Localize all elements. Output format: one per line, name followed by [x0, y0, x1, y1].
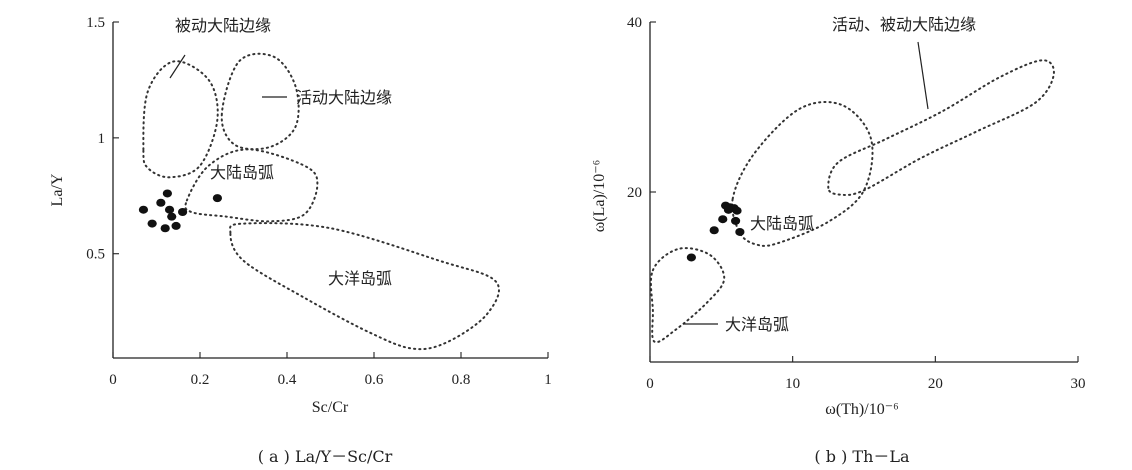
chart-a-point-6 [147, 219, 157, 228]
chart-a-xtick-label-4: 0.8 [452, 372, 471, 388]
chart-b-x-label: ω(Th)/10⁻⁶ [825, 401, 898, 418]
chart-b-xtick-label-3: 30 [1071, 376, 1086, 392]
chart-a-point-2 [162, 189, 172, 198]
chart-a-point-3 [164, 205, 175, 214]
chart-b-region-0 [827, 59, 1055, 197]
chart-a-annotation-continental-arc: 大陆岛弧 [210, 163, 274, 182]
chart-a-region-3 [229, 222, 500, 351]
chart-a-ticks: 0 0.2 0.4 0.6 0.8 1 0.5 1 1.5 [86, 15, 552, 388]
chart-b-region-2 [649, 247, 726, 344]
chart-a-ytick-label-0: 0.5 [86, 247, 105, 263]
chart-a-point-9 [212, 194, 222, 203]
chart-a-x-label: Sc/Cr [312, 399, 349, 416]
chart-a-ytick-label-2: 1.5 [86, 15, 105, 31]
chart-b-annotation-margins: 活动、被动大陆边缘 [832, 15, 976, 34]
chart-b-annotation-continental-arc: 大陆岛弧 [750, 214, 814, 233]
chart-a-annotation-active-margin: 活动大陆边缘 [296, 88, 392, 107]
chart-b-ticks: 0 10 20 30 20 40 [627, 15, 1086, 392]
chart-a-passive-margin-leader [169, 54, 186, 79]
chart-a-point-5 [178, 208, 188, 217]
chart-b-xtick-label-0: 0 [646, 376, 654, 392]
chart-a-region-2 [184, 148, 319, 223]
chart-b-point-5 [718, 215, 728, 224]
chart-a-point-7 [160, 224, 170, 233]
chart-b-points [686, 201, 745, 262]
chart-b: 0 10 20 30 20 40 ω(Th)/10⁻⁶ ω(La)/10⁻⁶ 活动、被动大… [591, 15, 1086, 466]
chart-a: 0 0.2 0.4 0.6 0.8 10.511.5 Sc/Cr La/Y 被动大陆边缘 … [49, 15, 552, 466]
chart-b-y-label: ω(La)/10⁻⁶ [591, 160, 608, 233]
chart-b-point-4 [732, 206, 742, 215]
chart-b-point-7 [709, 226, 719, 235]
chart-a-xtick-label-0: 0 [109, 372, 117, 388]
chart-a-region-0 [142, 60, 219, 179]
chart-b-ytick-label-1: 40 [627, 15, 642, 31]
chart-b-regions [649, 59, 1055, 344]
chart-a-point-8 [171, 221, 181, 230]
chart-b-point-8 [735, 227, 745, 236]
chart-b-xtick-label-2: 20 [928, 376, 943, 392]
chart-a-region-1 [220, 52, 300, 151]
chart-a-y-label: La/Y [49, 173, 66, 206]
chart-a-caption: ( a ) La/Y－Sc/Cr [258, 447, 393, 466]
chart-b-point-3 [723, 205, 734, 214]
chart-b-annotation-oceanic-arc: 大洋岛弧 [725, 315, 789, 334]
chart-a-ytick-label-1: 1 [98, 131, 106, 147]
chart-b-ytick-label-0: 20 [627, 185, 642, 201]
chart-a-points [138, 189, 222, 233]
chart-a-xtick-label-5: 1 [544, 372, 552, 388]
chart-b-region-1 [731, 100, 874, 247]
chart-b-caption: ( b ) Th－La [814, 447, 910, 466]
chart-b-axes [649, 22, 1078, 363]
chart-b-point-9 [686, 253, 696, 262]
chart-a-annotation-passive-margin: 被动大陆边缘 [175, 16, 271, 35]
chart-a-axes [112, 22, 548, 359]
chart-a-xtick-label-3: 0.6 [365, 372, 384, 388]
chart-a-xtick-label-1: 0.2 [191, 372, 210, 388]
chart-a-point-0 [138, 205, 149, 214]
chart-a-regions [142, 52, 500, 351]
chart-b-xtick-label-1: 10 [785, 376, 800, 392]
chart-b-margins-leader [917, 41, 929, 110]
chart-a-point-4 [167, 212, 177, 221]
chart-a-annotation-oceanic-arc: 大洋岛弧 [328, 269, 392, 288]
chart-a-xtick-label-2: 0.4 [278, 372, 297, 388]
chart-a-point-1 [156, 198, 166, 207]
chart-b-point-6 [731, 216, 741, 225]
